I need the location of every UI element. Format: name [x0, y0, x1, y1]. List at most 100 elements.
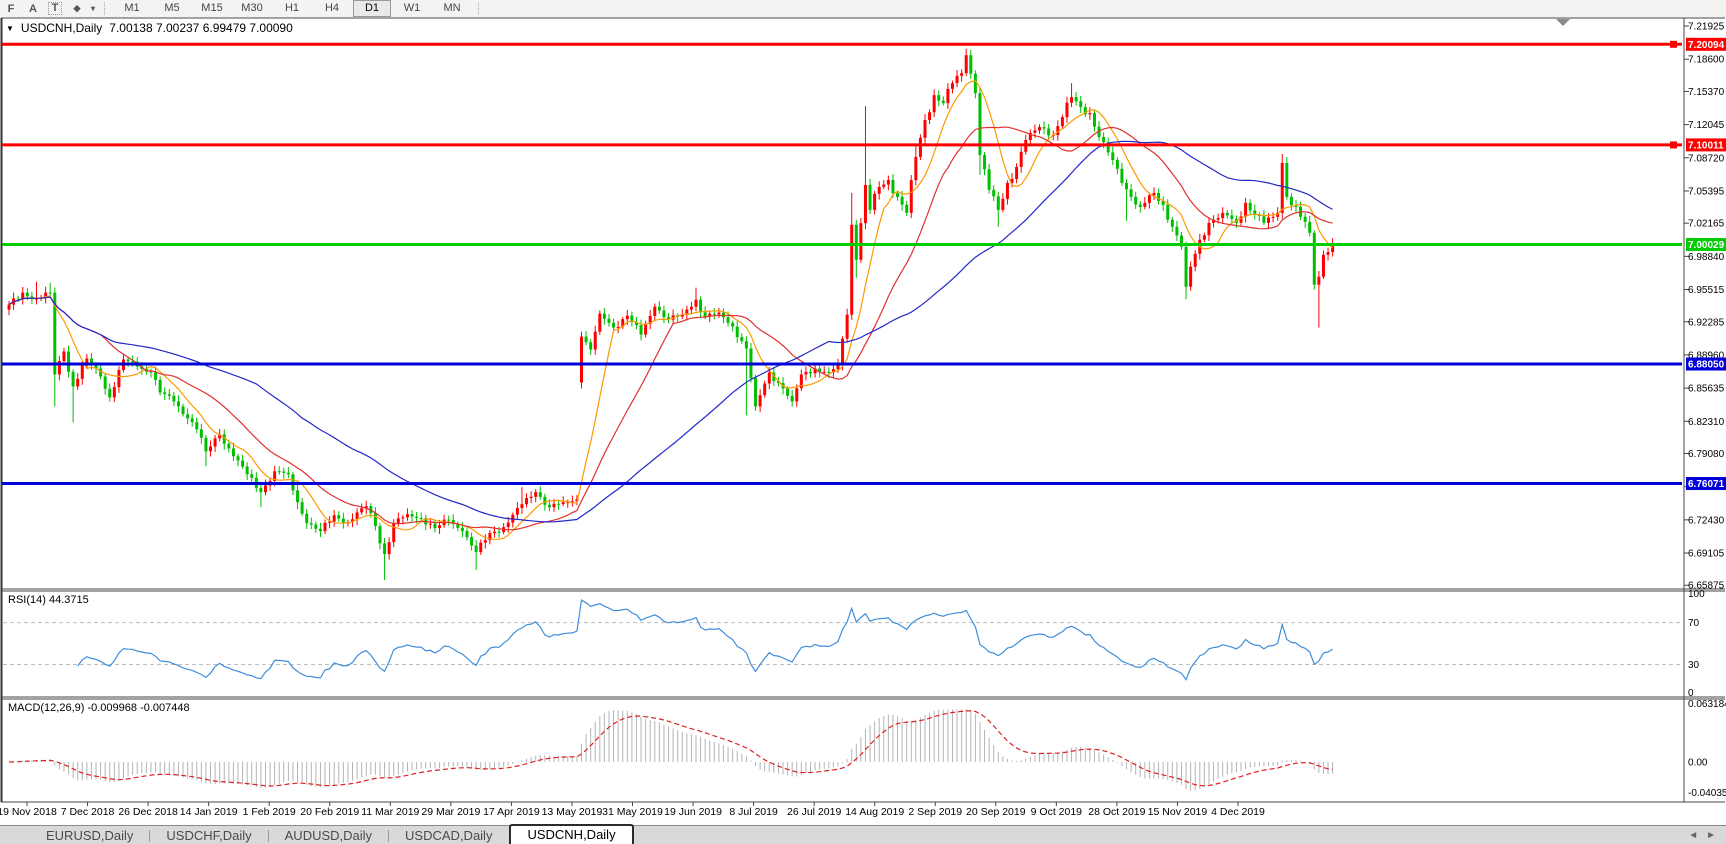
svg-text:6.98840: 6.98840 — [1688, 252, 1725, 263]
symbol-period-label: USDCNH,Daily — [20, 21, 103, 35]
tab-separator — [149, 830, 151, 842]
toolbar-icons-group: F A T ◆ ▾ — [0, 0, 98, 17]
timeframe-button-d1[interactable]: D1 — [353, 0, 391, 17]
svg-text:29 Mar 2019: 29 Mar 2019 — [421, 806, 480, 818]
price-tag-7.20094: 7.20094 — [1686, 37, 1726, 51]
svg-text:14 Aug 2019: 14 Aug 2019 — [845, 806, 904, 818]
chart-tab-eurusd[interactable]: EURUSD,Daily — [46, 828, 134, 843]
svg-text:30: 30 — [1688, 660, 1700, 671]
macd-signal-line — [8, 710, 1333, 787]
svg-text:6.79080: 6.79080 — [1688, 449, 1725, 460]
chart-tab-usdcnh[interactable]: USDCNH,Daily — [509, 824, 634, 844]
tab-separator — [388, 830, 390, 842]
svg-text:9 Oct 2019: 9 Oct 2019 — [1031, 806, 1083, 818]
macd-indicator-label: MACD(12,26,9) -0.009968 -0.007448 — [8, 702, 190, 714]
svg-text:20 Feb 2019: 20 Feb 2019 — [300, 806, 359, 818]
svg-text:7.00029: 7.00029 — [1688, 240, 1725, 251]
svg-text:6.88050: 6.88050 — [1688, 360, 1725, 371]
chart-tab-usdchf[interactable]: USDCHF,Daily — [166, 828, 252, 843]
svg-text:7.18600: 7.18600 — [1688, 55, 1725, 66]
svg-text:15 Nov 2019: 15 Nov 2019 — [1148, 806, 1208, 818]
svg-text:7.12045: 7.12045 — [1688, 120, 1725, 131]
svg-text:0.063184: 0.063184 — [1688, 699, 1726, 710]
price-tag-7.10011: 7.10011 — [1686, 138, 1726, 152]
timeframe-button-m15[interactable]: M15 — [201, 2, 223, 14]
svg-text:7.08720: 7.08720 — [1688, 153, 1725, 164]
price-tag-6.88050: 6.88050 — [1686, 357, 1726, 371]
price-tag-6.76071: 6.76071 — [1686, 477, 1726, 491]
svg-text:0.00: 0.00 — [1688, 758, 1708, 769]
svg-text:4 Dec 2019: 4 Dec 2019 — [1211, 806, 1265, 818]
svg-text:28 Oct 2019: 28 Oct 2019 — [1088, 806, 1145, 818]
scroll-left-arrow-icon[interactable]: ◄ — [1688, 830, 1699, 841]
chart-tab-audusd[interactable]: AUDUSD,Daily — [284, 828, 373, 843]
svg-text:19 Jun 2019: 19 Jun 2019 — [664, 806, 722, 818]
timeframe-button-m30[interactable]: M30 — [241, 2, 263, 14]
toolbar: F A T ◆ ▾ M1 M5 M15 M30 H1 H4 D1 W1 MN — [0, 0, 1726, 18]
text-annotation-icon[interactable]: A — [29, 2, 37, 15]
toolbar-separator — [478, 2, 480, 15]
tab-separator — [267, 830, 269, 842]
svg-text:11 Mar 2019: 11 Mar 2019 — [361, 806, 419, 818]
svg-text:8 Jul 2019: 8 Jul 2019 — [729, 806, 778, 818]
svg-text:17 Apr 2019: 17 Apr 2019 — [483, 806, 540, 818]
svg-text:19 Nov 2018: 19 Nov 2018 — [0, 806, 57, 818]
svg-text:7.15370: 7.15370 — [1688, 87, 1725, 98]
candlestick-series[interactable] — [7, 48, 1335, 581]
date-axis[interactable]: 19 Nov 2018 7 Dec 2018 26 Dec 2018 14 Jan 2… — [0, 802, 1265, 818]
indicator-functions-icon[interactable]: F — [7, 2, 15, 15]
chart-tabs: EURUSD,Daily USDCHF,Daily AUDUSD,Daily USDC… — [0, 824, 634, 844]
timeframe-button-h1[interactable]: H1 — [284, 2, 300, 14]
svg-text:7.02165: 7.02165 — [1688, 219, 1725, 230]
svg-text:14 Jan 2019: 14 Jan 2019 — [180, 806, 238, 818]
rsi-line — [77, 599, 1333, 681]
svg-text:7.10011: 7.10011 — [1688, 140, 1724, 151]
svg-text:7.21925: 7.21925 — [1688, 22, 1725, 33]
rsi-panel[interactable]: 100 70 30 0 — [3, 589, 1705, 699]
moving-average-55 — [8, 140, 1333, 523]
svg-text:6.69105: 6.69105 — [1688, 549, 1725, 560]
timeframe-button-h4[interactable]: H4 — [324, 2, 340, 14]
svg-text:100: 100 — [1688, 589, 1705, 600]
svg-text:0: 0 — [1688, 688, 1694, 699]
moving-average-21 — [8, 126, 1333, 531]
timeframe-buttons-group: M1 M5 M15 M30 H1 H4 D1 W1 MN — [112, 0, 472, 17]
svg-text:6.72430: 6.72430 — [1688, 515, 1725, 526]
toolbar-separator — [104, 2, 106, 15]
scroll-right-arrow-icon[interactable]: ► — [1706, 830, 1716, 841]
svg-text:6.65875: 6.65875 — [1688, 581, 1725, 592]
timeframe-button-m5[interactable]: M5 — [164, 2, 180, 14]
chart-canvas[interactable]: 7.21925 7.18600 7.15370 7.12045 7.08720 7.053… — [0, 17, 1726, 825]
timeframe-button-m1[interactable]: M1 — [124, 2, 140, 14]
dropdown-caret-icon[interactable]: ▾ — [90, 4, 95, 13]
svg-text:70: 70 — [1688, 618, 1700, 629]
horizontal-level-7.20094[interactable] — [2, 40, 1682, 48]
tab-scroll-arrows: ◄ ► — [1688, 826, 1726, 844]
svg-text:6.76071: 6.76071 — [1688, 479, 1725, 490]
svg-text:6.85635: 6.85635 — [1688, 384, 1725, 395]
svg-text:2 Sep 2019: 2 Sep 2019 — [908, 806, 962, 818]
svg-text:-0.040355: -0.040355 — [1688, 788, 1726, 799]
svg-text:26 Dec 2018: 26 Dec 2018 — [118, 806, 178, 818]
svg-text:20 Sep 2019: 20 Sep 2019 — [966, 806, 1026, 818]
svg-text:26 Jul 2019: 26 Jul 2019 — [787, 806, 841, 818]
drawing-tools-icon[interactable]: ◆ — [73, 3, 81, 13]
chart-shift-marker-icon[interactable] — [1556, 19, 1570, 26]
timeframe-button-w1[interactable]: W1 — [403, 2, 421, 14]
svg-text:6.88960: 6.88960 — [1688, 350, 1725, 361]
text-label-icon[interactable]: T — [44, 1, 66, 16]
timeframe-button-mn[interactable]: MN — [443, 2, 461, 14]
svg-text:7.20094: 7.20094 — [1688, 40, 1725, 51]
macd-panel[interactable]: 0.063184 0.00 -0.040355 — [8, 699, 1726, 799]
chart-tab-usdcad[interactable]: USDCAD,Daily — [405, 828, 493, 843]
svg-text:6.92285: 6.92285 — [1688, 317, 1725, 328]
horizontal-level-7.10011[interactable] — [2, 141, 1682, 149]
price-tag-7.00029: 7.00029 — [1686, 237, 1726, 251]
svg-text:13 May 2019: 13 May 2019 — [542, 806, 603, 818]
collapse-caret-icon[interactable]: ▼ — [6, 23, 14, 33]
chart-tabs-bar: EURUSD,Daily USDCHF,Daily AUDUSD,Daily USDC… — [0, 824, 1726, 844]
svg-text:6.95515: 6.95515 — [1688, 285, 1725, 296]
chart-title: ▼ USDCNH,Daily 7.00138 7.00237 6.99479 7… — [6, 21, 293, 35]
moving-average-8 — [8, 80, 1334, 540]
